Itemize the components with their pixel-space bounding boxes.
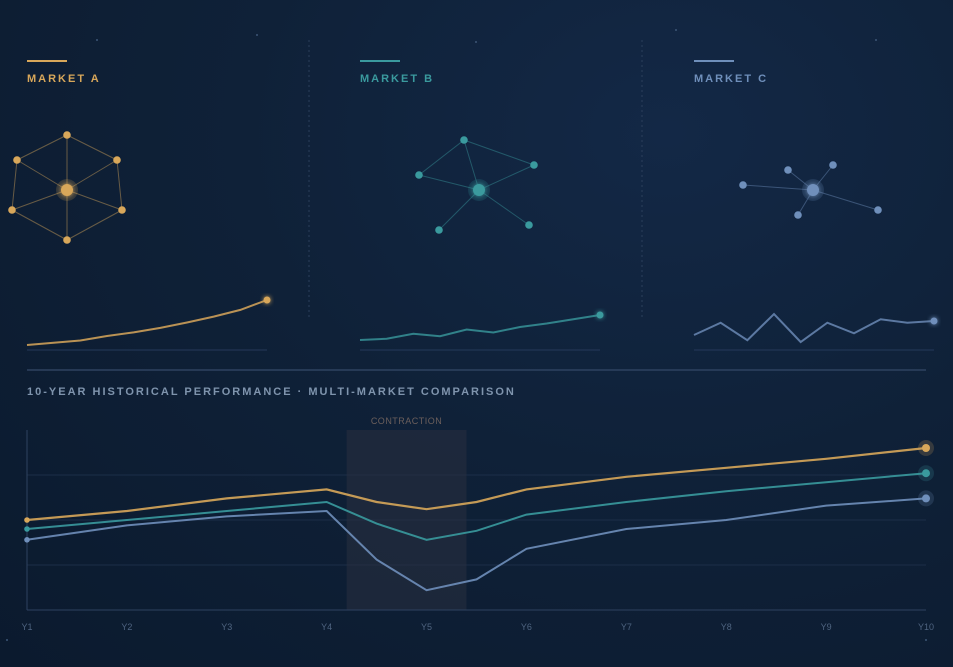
market-c-network-node: [784, 166, 792, 174]
chart-title: 10-YEAR HISTORICAL PERFORMANCE · MULTI-M…: [27, 386, 516, 398]
series-2-end-point: [922, 469, 930, 478]
market-a-network-edge: [66, 189, 123, 211]
market-c-network-node: [794, 211, 802, 219]
series-3-end-point: [922, 494, 930, 503]
market-b-network-edge: [463, 139, 535, 166]
x-tick-labels: Y1 Y2 Y3 Y4 Y5 Y6 Y7 Y8 Y9 Y10: [21, 622, 934, 632]
market-c-network-hub-node: [807, 184, 819, 196]
market-c-network-node: [739, 181, 747, 189]
market-a-network-edge: [116, 159, 123, 211]
market-a-network-node: [63, 131, 71, 139]
panel-market-c: MARKET C: [693, 60, 938, 351]
market-b-network-node: [530, 161, 538, 169]
market-a-network-hub-node: [61, 184, 73, 196]
market-a-network-edge: [66, 134, 118, 161]
market-b-network-edge: [418, 139, 465, 176]
market-a-sparkline: [26, 299, 268, 346]
x-tick-label: Y2: [121, 622, 132, 632]
panel-market-b: MARKET B: [359, 60, 604, 351]
market-a-network-node: [8, 206, 16, 214]
x-tick-label: Y5: [421, 622, 432, 632]
market-b-network-edge: [463, 139, 480, 191]
market-c-network-node: [874, 206, 882, 214]
market-c-title: MARKET C: [694, 73, 768, 85]
market-b-network-node: [525, 221, 533, 229]
market-b-network-node: [460, 136, 468, 144]
series-3-start-point: [24, 537, 30, 543]
market-a-network-node: [13, 156, 21, 164]
market-a-network-edge: [16, 134, 68, 161]
market-c-network-node: [829, 161, 837, 169]
market-a-network-edge: [66, 209, 123, 241]
x-tick-label: Y1: [21, 622, 32, 632]
market-c-network: [739, 161, 882, 219]
market-a-network-node: [113, 156, 121, 164]
market-b-network-edge: [418, 174, 480, 191]
market-b-title: MARKET B: [360, 73, 434, 85]
panel-market-a: MARKET A: [8, 60, 271, 351]
market-c-network-edge: [812, 189, 879, 211]
market-a-network-edge: [11, 159, 18, 211]
market-c-network-edge: [742, 184, 814, 191]
contraction-band: [346, 430, 467, 610]
market-a-network: [8, 131, 126, 244]
series-1-start-point: [24, 517, 30, 523]
market-b-network-edge: [478, 164, 535, 191]
market-a-network-edge: [66, 159, 118, 191]
market-b-network: [415, 136, 538, 234]
x-tick-label: Y4: [321, 622, 332, 632]
x-tick-label: Y8: [721, 622, 732, 632]
market-b-sparkline: [359, 314, 601, 341]
market-c-sparkline: [693, 312, 935, 344]
x-tick-label: Y9: [821, 622, 832, 632]
series-1-end-point: [922, 444, 930, 452]
market-a-network-edge: [11, 189, 68, 211]
market-b-network-node: [415, 171, 423, 179]
chart-grid: [27, 474, 926, 566]
background-stars: [6, 29, 927, 641]
market-b-network-node: [435, 226, 443, 234]
market-c-sparkline-endpoint: [930, 317, 938, 325]
market-b-network-edge: [438, 189, 480, 231]
series-line-2: [26, 472, 927, 541]
series-2-start-point: [24, 526, 30, 532]
x-tick-label: Y7: [621, 622, 632, 632]
x-tick-label: Y10: [918, 622, 934, 632]
market-a-network-node: [118, 206, 126, 214]
x-tick-label: Y6: [521, 622, 532, 632]
market-a-sparkline-endpoint: [263, 296, 271, 304]
series-line-3: [26, 497, 927, 592]
series-lines: [24, 440, 934, 592]
x-tick-label: Y3: [221, 622, 232, 632]
market-b-network-hub-node: [473, 184, 485, 196]
market-a-network-node: [63, 236, 71, 244]
market-b-sparkline-endpoint: [596, 311, 604, 319]
market-a-title: MARKET A: [27, 73, 101, 85]
series-line-1: [26, 446, 927, 522]
main-chart: CONTRACTION Y1 Y2 Y3 Y4 Y5 Y6 Y7 Y8 Y9 Y10: [21, 416, 934, 632]
market-b-network-edge: [478, 189, 530, 226]
market-a-network-edge: [11, 209, 68, 241]
contraction-label: CONTRACTION: [371, 416, 443, 426]
market-a-network-edge: [16, 159, 68, 191]
